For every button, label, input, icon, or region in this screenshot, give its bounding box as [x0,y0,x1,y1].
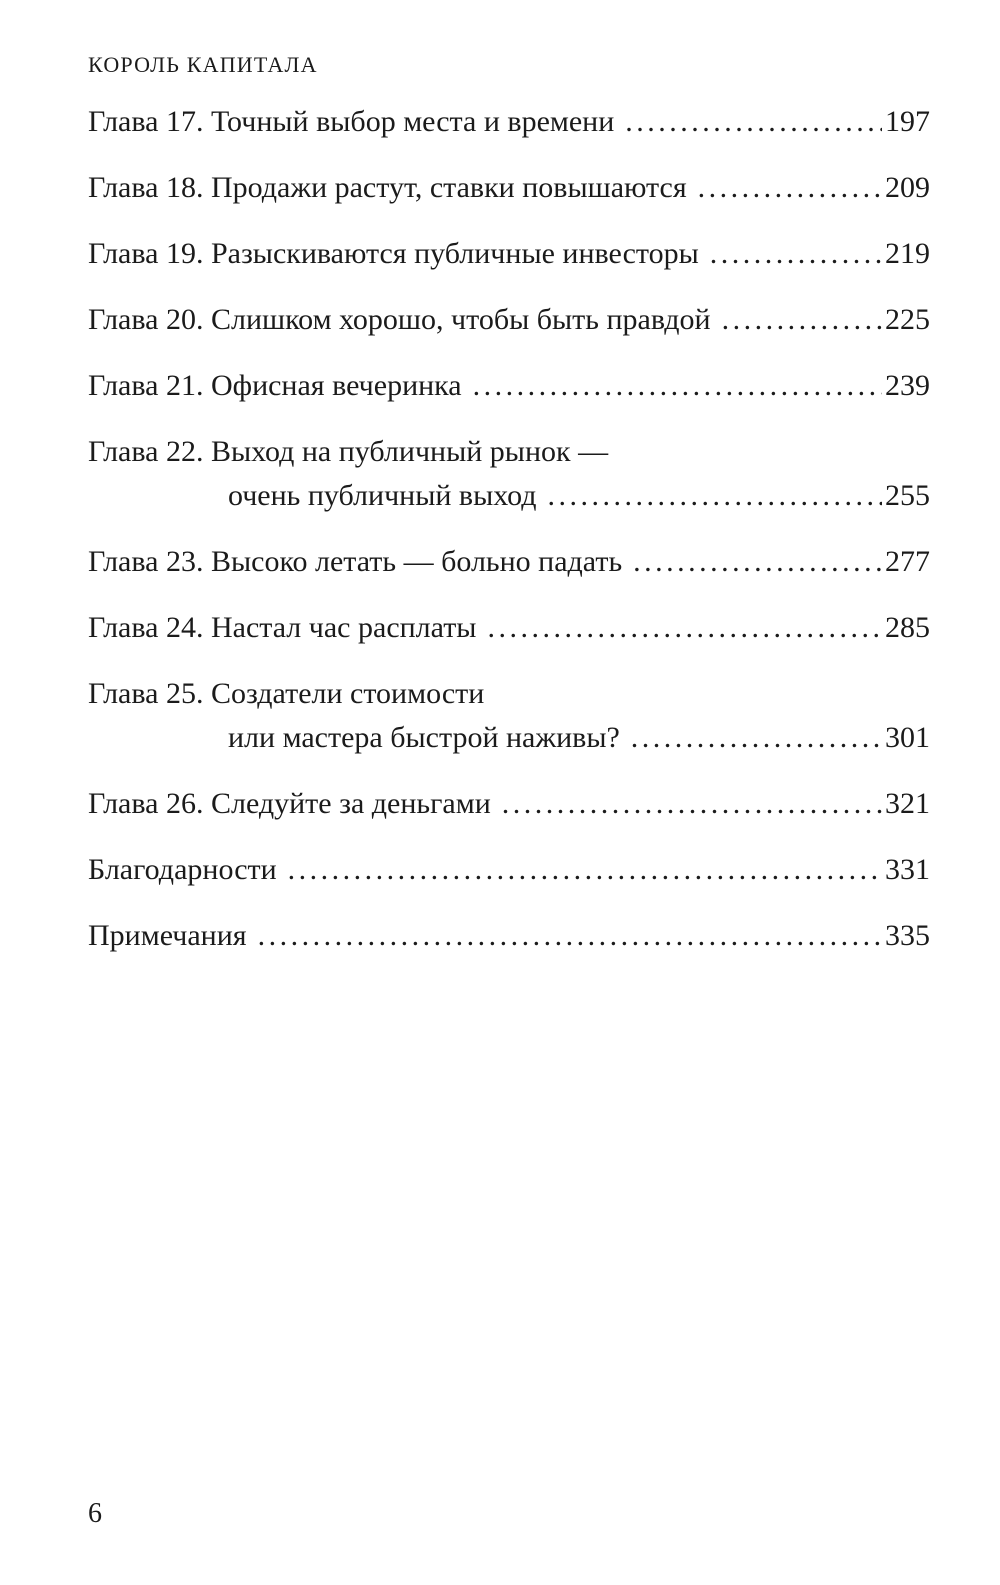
toc-line: или мастера быстрой наживы? ............… [88,716,930,760]
toc-entry-title: Глава 17. Точный выбор места и времени [88,105,615,138]
toc-entry: Глава 24. Настал час расплаты ..........… [88,606,930,650]
toc-entry: Глава 21. Офисная вечеринка ............… [88,364,930,408]
toc-entry-title: Глава 25. Создатели стоимости [88,677,485,710]
toc-line: Глава 19. Разыскиваются публичные инвест… [88,232,930,276]
toc-entry-title: Глава 22. Выход на публичный рынок — [88,435,609,468]
toc-entry-title: или мастера быстрой наживы? [228,721,620,754]
toc-page-number: 225 [882,298,930,342]
leader-dots: ........................................… [625,105,930,138]
toc-entry: Примечания .............................… [88,914,930,958]
toc-line: Глава 25. Создатели стоимости [88,672,930,716]
toc-entry-title: Глава 19. Разыскиваются публичные инвест… [88,237,699,270]
toc-line: Глава 24. Настал час расплаты ..........… [88,606,930,650]
toc-entry: Глава 19. Разыскиваются публичные инвест… [88,232,930,276]
toc-entry-title: Глава 23. Высоко летать — больно падать [88,545,623,578]
toc-line: Глава 18. Продажи растут, ставки повышаю… [88,166,930,210]
toc-entry: Глава 23. Высоко летать — больно падать … [88,540,930,584]
toc-page-number: 239 [882,364,930,408]
toc-line: Глава 22. Выход на публичный рынок — [88,430,930,474]
toc-entry: Глава 22. Выход на публичный рынок — очен… [88,430,930,518]
toc-page-number: 219 [882,232,930,276]
leader-dots: ........................................… [472,369,930,402]
toc-page-number: 321 [882,782,930,826]
toc-list: Глава 17. Точный выбор места и времени .… [88,100,930,980]
toc-entry: Глава 26. Следуйте за деньгами .........… [88,782,930,826]
running-head: КОРОЛЬ КАПИТАЛА [88,52,318,77]
toc-entry-title: Глава 18. Продажи растут, ставки повышаю… [88,171,687,204]
toc-page-number: 209 [882,166,930,210]
toc-page-number: 255 [882,474,930,518]
toc-entry-title: Глава 24. Настал час расплаты [88,611,477,644]
toc-entry: Глава 20. Слишком хорошо, чтобы быть пра… [88,298,930,342]
toc-line: Глава 21. Офисная вечеринка ............… [88,364,930,408]
toc-entry-title: Глава 26. Следуйте за деньгами [88,787,491,820]
folio-page-number: 6 [88,1498,102,1529]
toc-entry-title: Благодарности [88,853,277,886]
toc-page-number: 197 [882,100,930,144]
toc-line: Благодарности ..........................… [88,848,930,892]
toc-entry-title: Глава 20. Слишком хорошо, чтобы быть пра… [88,303,711,336]
toc-page-number: 301 [882,716,930,760]
toc-page-number: 335 [882,914,930,958]
toc-line: Глава 26. Следуйте за деньгами .........… [88,782,930,826]
toc-line: Примечания .............................… [88,914,930,958]
toc-line: Глава 17. Точный выбор места и времени .… [88,100,930,144]
toc-line: Глава 23. Высоко летать — больно падать … [88,540,930,584]
leader-dots: ........................................… [547,479,931,512]
toc-entry: Глава 17. Точный выбор места и времени .… [88,100,930,144]
leader-dots: ........................................… [630,721,930,754]
toc-page-number: 285 [882,606,930,650]
toc-entry: Благодарности ..........................… [88,848,930,892]
toc-page-number: 331 [882,848,930,892]
leader-dots: ........................................… [487,611,930,644]
toc-line: очень публичный выход ..................… [88,474,930,518]
toc-entry: Глава 25. Создатели стоимости или мастера… [88,672,930,760]
leader-dots: ........................................… [501,787,930,820]
toc-page-number: 277 [882,540,930,584]
leader-dots: ........................................… [287,853,930,886]
toc-entry: Глава 18. Продажи растут, ставки повышаю… [88,166,930,210]
toc-entry-title: Примечания [88,919,247,952]
toc-line: Глава 20. Слишком хорошо, чтобы быть пра… [88,298,930,342]
toc-entry-title: Глава 21. Офисная вечеринка [88,369,462,402]
toc-entry-title: очень публичный выход [228,479,537,512]
leader-dots: ........................................… [633,545,930,578]
leader-dots: ........................................… [257,919,930,952]
